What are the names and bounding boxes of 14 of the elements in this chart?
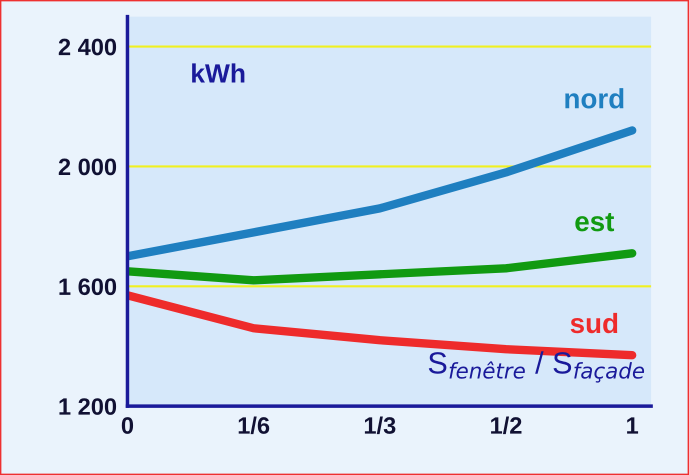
- y-tick-label: 1 600: [59, 278, 116, 296]
- y-tick-label: 1 200: [59, 398, 116, 415]
- series-label: est: [575, 212, 614, 232]
- y-tick-label: 2 400: [58, 38, 116, 56]
- x-axis-title: S$_{fenêtre}$ / S$_{façade}$: [428, 351, 644, 383]
- x-tick-label: 1/3: [364, 416, 396, 434]
- x-tick-label: 1: [627, 417, 638, 434]
- series-label: sud: [570, 312, 618, 334]
- x-tick-label: 0: [122, 417, 134, 434]
- y-tick-label: 2 000: [58, 158, 116, 176]
- x-tick-label: 1/2: [491, 416, 522, 434]
- series-label: nord: [565, 88, 624, 109]
- y-axis-title: kWh: [192, 63, 244, 82]
- x-tick-label: 1/6: [238, 416, 270, 434]
